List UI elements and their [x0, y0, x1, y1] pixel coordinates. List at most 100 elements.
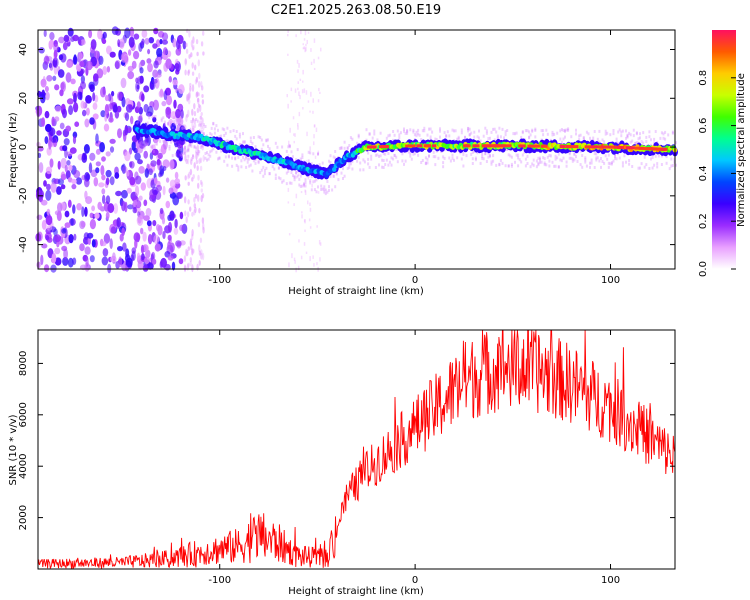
heatmap-cell — [201, 252, 205, 261]
heatmap-cell — [243, 158, 246, 162]
heatmap-cell — [290, 181, 293, 185]
heatmap-cell — [621, 161, 624, 165]
heatmap-cell — [45, 189, 52, 201]
heatmap-cell — [582, 137, 585, 141]
heatmap-cell — [390, 163, 393, 167]
heatmap-cell — [298, 111, 301, 117]
heatmap-cell — [223, 159, 226, 163]
heatmap-cell — [298, 173, 300, 177]
heatmap-cell — [650, 143, 652, 147]
heatmap-cell — [187, 199, 190, 205]
heatmap-cell — [130, 115, 134, 125]
heatmap-cell — [571, 157, 574, 161]
heatmap-cell — [147, 62, 153, 73]
heatmap-cell — [483, 144, 492, 148]
heatmap-cell — [296, 174, 299, 178]
heatmap-cell — [451, 153, 454, 157]
heatmap-cell — [170, 123, 176, 132]
heatmap-cell — [307, 150, 310, 154]
heatmap-cell — [187, 109, 190, 118]
heatmap-cell — [198, 72, 201, 80]
heatmap-cell — [189, 238, 193, 246]
heatmap-cell — [56, 130, 62, 136]
heatmap-cell — [67, 27, 74, 37]
heatmap-cell — [292, 116, 295, 120]
heatmap-cell — [167, 122, 169, 125]
heatmap-cell — [140, 114, 143, 118]
heatmap-cell — [43, 180, 47, 187]
heatmap-cell — [597, 145, 606, 149]
heatmap-cell — [285, 182, 288, 186]
heatmap-cell — [539, 156, 541, 160]
heatmap-cell — [188, 143, 191, 147]
heatmap-cell — [675, 141, 677, 145]
heatmap-cell — [60, 173, 67, 181]
heatmap-cell — [431, 144, 437, 148]
heatmap-cell — [153, 177, 158, 185]
heatmap-cell — [191, 248, 194, 256]
heatmap-cell — [248, 157, 251, 161]
heatmap-cell — [64, 210, 70, 218]
spectrogram-cells — [35, 26, 678, 274]
heatmap-cell — [301, 184, 304, 188]
heatmap-cell — [185, 248, 188, 257]
heatmap-cell — [212, 122, 215, 126]
heatmap-cell — [579, 133, 582, 137]
heatmap-cell — [62, 256, 69, 266]
heatmap-cell — [148, 168, 153, 176]
heatmap-cell — [190, 120, 193, 124]
heatmap-cell — [169, 159, 175, 170]
heatmap-cell — [237, 165, 240, 169]
heatmap-cell — [224, 155, 227, 159]
heatmap-cell — [175, 48, 182, 56]
heatmap-cell — [650, 138, 652, 142]
heatmap-cell — [178, 258, 184, 265]
heatmap-cell — [145, 141, 148, 145]
heatmap-cell — [121, 200, 126, 212]
heatmap-cell — [305, 159, 308, 164]
heatmap-cell — [136, 252, 141, 261]
heatmap-cell — [625, 129, 627, 133]
heatmap-cell — [92, 113, 99, 120]
colorbar-tick-label: 0.4 — [698, 165, 709, 181]
heatmap-cell — [506, 147, 509, 151]
heatmap-cell — [229, 130, 232, 134]
heatmap-cell — [162, 139, 165, 143]
heatmap-cell — [197, 182, 200, 189]
heatmap-cell — [302, 47, 305, 50]
heatmap-cell — [152, 149, 155, 153]
heatmap-cell — [184, 265, 187, 272]
heatmap-cell — [176, 39, 181, 50]
heatmap-cell — [197, 174, 200, 181]
heatmap-cell — [313, 67, 316, 70]
heatmap-cell — [395, 147, 398, 151]
heatmap-cell — [306, 39, 308, 45]
heatmap-cell — [245, 156, 248, 160]
heatmap-cell — [349, 136, 352, 140]
heatmap-cell — [116, 105, 122, 113]
heatmap-cell — [89, 255, 95, 263]
heatmap-cell — [671, 164, 674, 167]
heatmap-cell — [100, 86, 106, 98]
heatmap-cell — [277, 166, 280, 170]
heatmap-cell — [92, 92, 96, 102]
heatmap-cell — [114, 172, 120, 179]
heatmap-cell — [121, 227, 125, 236]
heatmap-cell — [520, 160, 523, 164]
heatmap-cell — [553, 132, 556, 136]
heatmap-cell — [468, 133, 471, 136]
heatmap-cell — [187, 148, 190, 152]
heatmap-cell — [300, 255, 303, 260]
heatmap-cell — [46, 183, 51, 191]
heatmap-cell — [75, 177, 83, 185]
heatmap-cell — [186, 211, 190, 218]
heatmap-cell — [138, 166, 145, 174]
heatmap-cell — [609, 162, 612, 166]
heatmap-cell — [127, 71, 135, 80]
heatmap-cell — [202, 154, 205, 162]
heatmap-cell — [147, 48, 151, 55]
heatmap-cell — [146, 121, 149, 125]
heatmap-cell — [356, 141, 359, 145]
heatmap-cell — [177, 146, 180, 150]
heatmap-cell — [238, 143, 241, 146]
